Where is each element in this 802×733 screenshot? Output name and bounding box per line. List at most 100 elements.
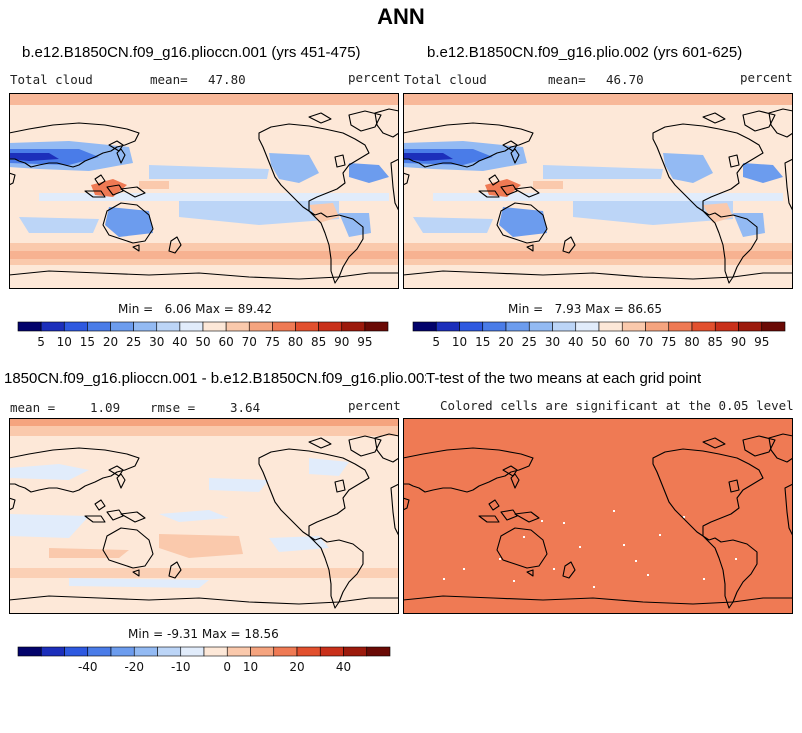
panel-4-map [403, 418, 793, 614]
panel-3-colorbar-tick-label: -10 [171, 660, 191, 674]
panel-2-colorbar-tick-label: 80 [684, 335, 699, 349]
panel-1-max-label: Max = [195, 302, 234, 316]
panel-1-colorbar-tick-label: 85 [311, 335, 326, 349]
panel-3-colorbar-box [110, 646, 135, 657]
panel-1-colorbar-box [318, 321, 343, 332]
panel-2-colorbar-tick-label: 15 [475, 335, 490, 349]
panel-1-variable-label: Total cloud [10, 72, 93, 87]
panel-2-colorbar-box [714, 321, 739, 332]
panel-1-min-value: 6.06 [164, 302, 192, 316]
panel-3-colorbar-box [273, 646, 298, 657]
panel-2-colorbar-box [645, 321, 670, 332]
panel-2-colorbar-box [505, 321, 530, 332]
panel-2-colorbar-box [435, 321, 460, 332]
panel-2-colorbar-tick-label: 30 [545, 335, 560, 349]
panel-2-colorbar-box [552, 321, 577, 332]
panel-2-colorbar-box [459, 321, 484, 332]
panel-3-colorbar-box [226, 646, 251, 657]
panel-2-colorbar-box [761, 321, 786, 332]
panel-1-colorbar-tick-label: 10 [57, 335, 72, 349]
panel-3-map [9, 418, 399, 614]
panel-2-max-value: 86.65 [627, 302, 663, 316]
panel-3-colorbar-box [366, 646, 391, 657]
panel-1-colorbar-box [272, 321, 296, 332]
panel-1-mean-label: mean= [150, 72, 188, 87]
panel-3-colorbar-box [296, 646, 321, 657]
panel-3-units: percent [348, 398, 401, 413]
panel-1-colorbar-tick-label: 80 [288, 335, 303, 349]
panel-2-colorbar: 5 10 15 20 25 30 40 50 60 70 75 80 85 90 95 [412, 321, 786, 349]
panel-1-colorbar-tick-label: 75 [265, 335, 280, 349]
panel-2-variable-label: Total cloud [404, 72, 487, 87]
panel-3-min-value: -9.31 [167, 627, 199, 641]
panel-3-colorbar-box [87, 646, 112, 657]
panel-2-colorbar-box [691, 321, 716, 332]
panel-3-min-label: Min = [128, 627, 164, 641]
panel-1-colorbar-box [341, 321, 366, 332]
panel-2-colorbar-box [668, 321, 693, 332]
panel-1-max-value: 89.42 [237, 302, 273, 316]
panel-1-colorbar-box [87, 321, 111, 332]
panel-4-subtitle: Colored cells are significant at the 0.0… [440, 398, 794, 413]
panel-3-colorbar-tick-label: 10 [243, 660, 258, 674]
panel-1-colorbar-box [364, 321, 389, 332]
panel-3-colorbar-box [64, 646, 89, 657]
panel-1-colorbar-tick-label: 5 [37, 335, 45, 349]
panel-2-colorbar-tick-label: 90 [731, 335, 746, 349]
panel-3-colorbar: -40 -20 -10 0 10 20 40 [17, 646, 391, 674]
panel-1-colorbar-box [202, 321, 227, 332]
panel-2-colorbar-box [482, 321, 507, 332]
panel-1-colorbar-tick-label: 25 [126, 335, 141, 349]
panel-3-minmax: Min = -9.31 Max = 18.56 [128, 627, 279, 641]
panel-3-colorbar-box [157, 646, 182, 657]
panel-1-mean-value: 47.80 [208, 72, 246, 87]
panel-2-colorbar-tick-label: 5 [432, 335, 440, 349]
panel-1-colorbar-box [17, 321, 42, 332]
panel-3-colorbar-tick-label: -40 [78, 660, 98, 674]
panel-2-max-label: Max = [585, 302, 624, 316]
panel-2-colorbar-tick-label: 75 [661, 335, 676, 349]
panel-1-colorbar-box [295, 321, 319, 332]
panel-1-colorbar-box [133, 321, 158, 332]
panel-2-colorbar-box [412, 321, 437, 332]
panel-2-colorbar-tick-label: 10 [452, 335, 467, 349]
panel-1-colorbar-tick-label: 30 [149, 335, 164, 349]
panel-2-colorbar-tick-label: 20 [498, 335, 513, 349]
panel-1-minmax: Min = 6.06 Max = 89.42 [118, 302, 272, 316]
panel-2-colorbar-box [738, 321, 763, 332]
panel-2-min-label: Min = [508, 302, 544, 316]
panel-1-colorbar-box [225, 321, 250, 332]
panel-3-colorbar-box [343, 646, 368, 657]
panel-3-rmse-value: 3.64 [230, 400, 261, 415]
panel-1-units: percent [348, 70, 401, 85]
panel-1-colorbar-box [179, 321, 204, 332]
panel-1-colorbar-tick-label: 15 [80, 335, 95, 349]
panel-3-colorbar-tick-label: 40 [336, 660, 351, 674]
panel-1-colorbar-tick-label: 50 [195, 335, 210, 349]
panel-1-colorbar-tick-label: 40 [172, 335, 187, 349]
panel-3-colorbar-box [319, 646, 344, 657]
panel-3-colorbar-box [17, 646, 42, 657]
panel-1-colorbar-box [40, 321, 65, 332]
panel-1-colorbar-tick-label: 60 [218, 335, 233, 349]
panel-2-colorbar-box [528, 321, 553, 332]
figure-title: ANN [377, 4, 425, 29]
panel-1-colorbar-tick-label: 95 [357, 335, 372, 349]
panel-2-map [403, 93, 793, 289]
panel-2-units: percent [740, 70, 793, 85]
panel-1-colorbar-box [248, 321, 273, 332]
panel-1-colorbar-tick-label: 20 [103, 335, 118, 349]
panel-2-colorbar-tick-label: 95 [754, 335, 769, 349]
panel-4-title: T-test of the two means at each grid poi… [426, 370, 702, 387]
panel-1-min-label: Min = [118, 302, 154, 316]
panel-2-min-value: 7.93 [554, 302, 582, 316]
panel-2-colorbar-tick-label: 60 [615, 335, 630, 349]
panel-1-colorbar-box [156, 321, 181, 332]
panel-1-colorbar-tick-label: 70 [242, 335, 257, 349]
panel-1-colorbar: 5 10 15 20 25 30 40 50 60 70 75 80 85 90 95 [17, 321, 389, 349]
panel-2-colorbar-tick-label: 50 [591, 335, 606, 349]
panel-3-colorbar-tick-label: 0 [223, 660, 231, 674]
panel-3-mean-value: 1.09 [90, 400, 121, 415]
panel-3-title: 1850CN.f09_g16.plioccn.001 - b.e12.B1850… [4, 370, 433, 387]
panel-3-colorbar-tick-label: 20 [289, 660, 304, 674]
